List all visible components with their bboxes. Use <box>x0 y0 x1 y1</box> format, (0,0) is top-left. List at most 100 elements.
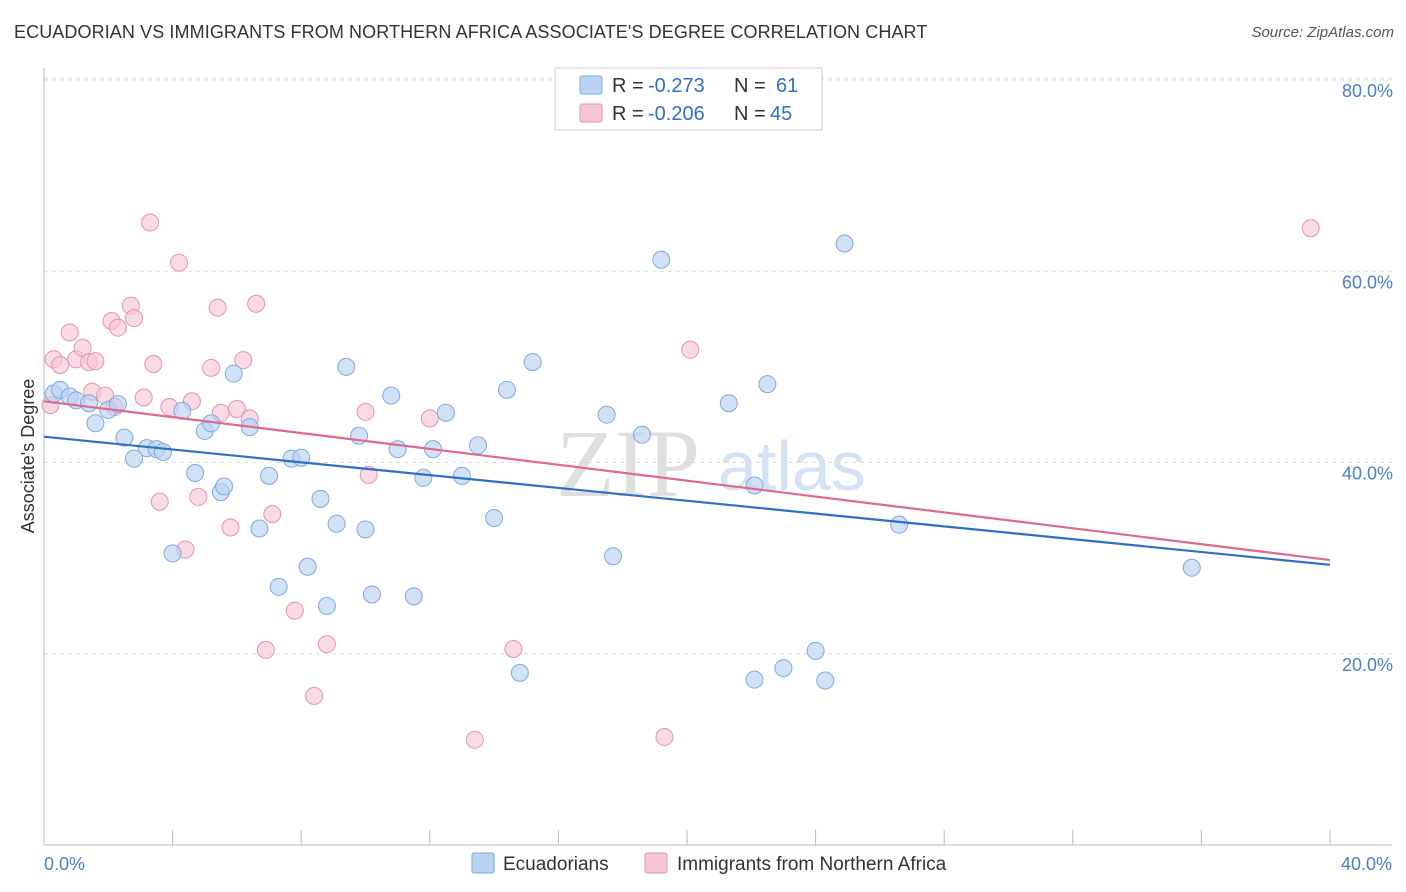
legend-swatch-ecuadorians <box>579 75 603 95</box>
x-ticks <box>43 830 1331 845</box>
source-label: Source: ZipAtlas.com <box>1251 24 1394 41</box>
ecuadorians-point <box>745 476 764 495</box>
ecuadorians-point <box>414 468 433 487</box>
immigrants-northern-africa-point <box>51 355 70 374</box>
ecuadorians-point <box>382 386 401 405</box>
legend-n-value-ecuadorians: 61 <box>776 75 798 97</box>
legend-r-label-ecuadorians: R = <box>612 75 644 97</box>
ecuadorians-point <box>1182 558 1201 577</box>
ecuadorians-point <box>163 544 182 563</box>
immigrants-northern-africa-point <box>247 294 266 313</box>
y-tick-labels: 20.0% 40.0% 60.0% 80.0% <box>1342 81 1393 675</box>
ecuadorians-point <box>816 671 835 690</box>
immigrants-northern-africa-point <box>189 487 208 506</box>
immigrants-northern-africa-point <box>420 409 439 428</box>
trend-line-immigrants-northern-africa <box>43 400 1331 562</box>
ecuadorians-point <box>298 557 317 576</box>
immigrants-northern-africa-point <box>141 213 160 232</box>
bottom-legend-swatch-immigrants-northern-africa <box>644 852 668 874</box>
ecuadorians-point <box>510 663 529 682</box>
ecuadorians-point <box>115 428 134 447</box>
ecuadorians-point <box>835 234 854 253</box>
legend-r-label-immigrants-northern-africa: R = <box>612 103 644 125</box>
ecuadorians-point <box>497 380 516 399</box>
trend-line-ecuadorians <box>43 435 1331 566</box>
immigrants-northern-africa-point <box>317 635 336 654</box>
ecuadorians-point <box>80 394 99 413</box>
legend-n-value-immigrants-northern-africa: 45 <box>770 103 792 125</box>
ecuadorians-point <box>337 357 356 376</box>
immigrants-northern-africa-point <box>356 402 375 421</box>
legend-r-value-immigrants-northern-africa: -0.206 <box>648 103 705 125</box>
ecuadorians-point <box>890 515 909 534</box>
immigrants-northern-africa-point <box>144 355 163 374</box>
ecuadorians-point <box>774 659 793 678</box>
ecuadorians-point <box>604 547 623 566</box>
ecuadorians-point <box>86 414 105 433</box>
ecuadorians-point <box>745 670 764 689</box>
ecuadorians-point <box>260 466 279 485</box>
legend-n-label-immigrants-northern-africa: N = <box>734 103 766 125</box>
immigrants-northern-africa-point <box>263 505 282 524</box>
bottom-legend-label-ecuadorians: Ecuadorians <box>503 854 609 875</box>
watermark: ZIP atlas <box>556 410 866 517</box>
immigrants-northern-africa-point <box>108 318 127 337</box>
immigrants-northern-africa-point <box>285 601 304 620</box>
x-tick-label-40: 40.0% <box>1341 854 1392 874</box>
y-tick-label-80: 80.0% <box>1342 81 1393 101</box>
ecuadorians-point <box>362 585 381 604</box>
ecuadorians-point <box>469 436 488 455</box>
axes <box>43 68 1392 846</box>
immigrants-northern-africa-point <box>655 727 674 746</box>
ecuadorians-point <box>153 442 172 461</box>
immigrants-northern-africa-point <box>60 323 79 342</box>
immigrants-northern-africa-point <box>170 253 189 272</box>
ecuadorians-point <box>597 405 616 424</box>
immigrants-northern-africa-point <box>359 465 378 484</box>
ecuadorians-point <box>269 577 288 596</box>
immigrants-northern-africa-point <box>504 639 523 658</box>
immigrants-northern-africa-point <box>221 518 240 537</box>
ecuadorians-point <box>311 489 330 508</box>
ecuadorians-point <box>125 449 144 468</box>
x-tick-label-0: 0.0% <box>44 854 85 874</box>
ecuadorians-point <box>327 514 346 533</box>
bottom-legend: Ecuadorians Immigrants from Northern Afr… <box>471 852 947 875</box>
immigrants-northern-africa-point <box>86 352 105 371</box>
ecuadorians-point <box>317 596 336 615</box>
legend-r-value-ecuadorians: -0.273 <box>648 75 705 97</box>
bottom-legend-swatch-ecuadorians <box>471 852 495 874</box>
series-ecuadorians <box>44 234 1201 690</box>
ecuadorians-point <box>652 250 671 269</box>
immigrants-northern-africa-point <box>125 309 144 328</box>
ecuadorians-point <box>108 395 127 414</box>
immigrants-northern-africa-point <box>465 730 484 749</box>
immigrants-northern-africa-point <box>208 298 227 317</box>
immigrants-northern-africa-point <box>134 388 153 407</box>
ecuadorians-point <box>632 425 651 444</box>
ecuadorians-point <box>250 519 269 538</box>
legend-n-label-ecuadorians: N = <box>734 75 766 97</box>
ecuadorians-point <box>356 520 375 539</box>
y-tick-label-20: 20.0% <box>1342 655 1393 675</box>
ecuadorians-point <box>806 641 825 660</box>
legend-swatch-immigrants-northern-africa <box>579 103 603 123</box>
y-tick-label-40: 40.0% <box>1342 464 1393 484</box>
bottom-legend-label-immigrants-northern-africa: Immigrants from Northern Africa <box>677 854 947 875</box>
ecuadorians-point <box>758 375 777 394</box>
watermark-atlas: atlas <box>718 427 866 505</box>
ecuadorians-point <box>404 587 423 606</box>
immigrants-northern-africa-point <box>202 358 221 377</box>
ecuadorians-point <box>215 477 234 496</box>
y-tick-label-60: 60.0% <box>1342 272 1393 292</box>
legend: R = -0.273 N = 61 R = -0.206 N = 45 <box>554 67 823 131</box>
ecuadorians-point <box>436 403 455 422</box>
immigrants-northern-africa-point <box>1301 219 1320 238</box>
series-immigrants-northern-africa <box>41 213 1320 749</box>
immigrants-northern-africa-point <box>227 399 246 418</box>
chart-title: ECUADORIAN VS IMMIGRANTS FROM NORTHERN A… <box>14 22 928 42</box>
ecuadorians-point <box>523 353 542 372</box>
ecuadorians-point <box>485 508 504 527</box>
y-axis-label: Associate's Degree <box>18 379 38 534</box>
